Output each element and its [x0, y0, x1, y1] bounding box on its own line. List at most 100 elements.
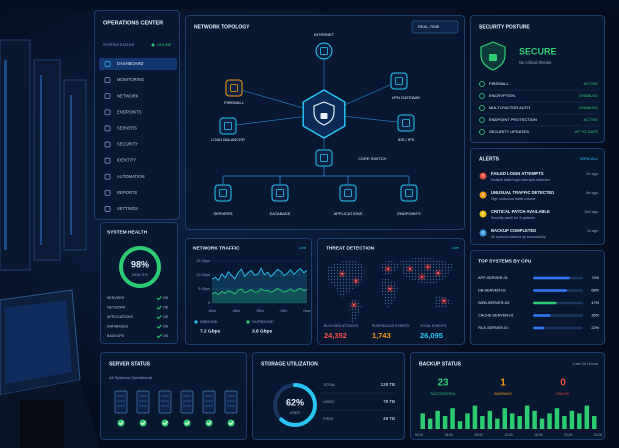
storage-amount: 49 TB — [383, 416, 395, 421]
x-tick-label: -30m — [255, 309, 263, 313]
nav-item[interactable]: ENDPOINTS — [104, 109, 142, 116]
legend-value: 3.6 Gbps — [252, 328, 273, 334]
nav-icon — [104, 189, 111, 196]
mode-badge[interactable] — [411, 20, 459, 34]
storage-label: FREE — [323, 416, 334, 421]
alert-detail: Security patch for 3 systems — [491, 216, 535, 220]
health-status: OK — [163, 324, 169, 328]
nav-item[interactable]: IDENTITY — [104, 158, 136, 164]
alerts-panel: ALERTS VIEW ALL FAILED LOGIN ATTEMPTS Multi… — [470, 148, 605, 245]
check-icon — [118, 421, 124, 426]
legend-label: INBOUND — [200, 320, 218, 324]
storage-panel: STORAGE UTILIZATION 62% USED TOTAL 128 TB USE… — [252, 352, 405, 440]
bar — [533, 276, 570, 280]
nav-item[interactable]: SECURITY — [104, 142, 138, 148]
node-label: APPLICATIONS — [334, 211, 363, 216]
x-tick-label: 04:00 — [445, 433, 454, 437]
node-glyph — [320, 47, 328, 55]
cpu-name: WEB-SERVER-03 — [478, 301, 509, 305]
y-tick-label: 15 Gbps — [196, 259, 210, 263]
check-icon — [206, 421, 212, 426]
health-status: OK — [163, 334, 169, 338]
threat-dot — [408, 267, 412, 271]
bar — [592, 416, 597, 429]
legend-swatch — [194, 320, 198, 324]
health-status: OK — [163, 315, 169, 319]
status-badge — [139, 419, 147, 427]
stat-label: TOTAL EVENTS — [420, 324, 447, 328]
alert-title: FAILED LOGIN ATTEMPTS — [491, 171, 544, 176]
bar — [502, 408, 508, 429]
series-line — [211, 287, 308, 296]
status-badge — [227, 419, 235, 427]
health-panel: SYSTEM HEALTH 98% HEALTHY SERVERS OK NETWORK O… — [100, 222, 178, 344]
topology-title: NETWORK TOPOLOGY — [194, 24, 250, 30]
alerts-link[interactable]: VIEW ALL — [580, 156, 599, 161]
health-title: SYSTEM HEALTH — [107, 229, 148, 235]
bar-track — [533, 326, 583, 330]
health-state: HEALTHY — [132, 273, 149, 277]
health-status: OK — [163, 296, 169, 300]
nav-icon — [104, 125, 111, 132]
node-label: FIREWALL — [224, 100, 245, 105]
node-glyph — [219, 189, 227, 197]
panel-canvas: SERVER STATUS All Systems Operational — [109, 361, 238, 427]
nav-item[interactable]: NETWORK — [104, 93, 139, 100]
node-icon — [225, 79, 243, 97]
bar — [457, 421, 463, 429]
check-icon — [156, 334, 162, 339]
nav-item[interactable]: REPORTS — [104, 189, 137, 196]
security-panel: SECURITY POSTURE SECURE No critical threat… — [470, 15, 605, 143]
sidebar-title: OPERATIONS CENTER — [103, 20, 163, 26]
legend-label: OUTBOUND — [252, 320, 274, 324]
status-badge — [161, 419, 169, 427]
nav-label: REPORTS — [117, 190, 137, 195]
nav-item[interactable]: SERVERS — [104, 125, 137, 132]
x-tick-label: Now — [303, 309, 311, 313]
threat-dot — [442, 299, 446, 303]
bar — [509, 413, 515, 429]
x-tick-label: 24:00 — [594, 433, 603, 437]
backup-label: SUCCESSFUL — [430, 392, 456, 396]
status-badge — [117, 419, 125, 427]
nav-item[interactable]: MONITORING — [104, 77, 144, 83]
stat-value: 1,743 — [372, 331, 391, 340]
nav-item[interactable]: DASHBOARD — [99, 58, 177, 70]
security-status: ACTIVE — [584, 81, 599, 86]
nav-item[interactable]: SETTINGS — [104, 206, 138, 212]
cpu-name: APP-SERVER-01 — [478, 276, 508, 280]
bar — [554, 408, 560, 429]
node-icon — [214, 184, 232, 202]
server-icon — [180, 390, 194, 414]
health-item: BACKUPS — [107, 334, 125, 338]
lock-icon — [489, 54, 497, 61]
continent — [328, 260, 365, 299]
mode-label: REAL-TIME — [418, 24, 440, 29]
health-item: NETWORK — [107, 305, 126, 309]
security-item: ENCRYPTION — [489, 93, 515, 98]
stat-value: 24,352 — [324, 331, 347, 340]
rack-light — [70, 95, 72, 235]
cpu-value: 74% — [591, 276, 599, 280]
node-icon — [339, 184, 357, 202]
series-area — [212, 268, 307, 303]
storage-amount: 128 TB — [381, 382, 395, 387]
security-status: ENABLED — [579, 105, 598, 110]
panel-canvas: SECURITY POSTURE SECURE No critical threat… — [477, 24, 600, 135]
cpu-value: 22% — [591, 326, 599, 330]
row-icon — [479, 93, 485, 99]
server-icon — [158, 390, 172, 414]
node-label: CORE SWITCH — [358, 156, 387, 161]
bar — [533, 301, 557, 305]
nav-label: MONITORING — [117, 77, 144, 82]
rack-light — [4, 60, 7, 250]
shield-icon — [313, 101, 335, 126]
nav-label: SETTINGS — [117, 206, 138, 211]
alert-detail: All systems backed up successfully — [491, 235, 546, 239]
panel-canvas: NETWORK TOPOLOGY REAL-TIME INTERNET FIREWAL… — [194, 20, 459, 216]
x-tick-label: 08:00 — [474, 433, 483, 437]
x-tick-label: 20:00 — [564, 433, 573, 437]
nav-item[interactable]: AUTOMATION — [104, 174, 145, 180]
panel-canvas: THREAT DETECTION Live BLOCKED ATTACKS 24,35… — [324, 245, 460, 340]
